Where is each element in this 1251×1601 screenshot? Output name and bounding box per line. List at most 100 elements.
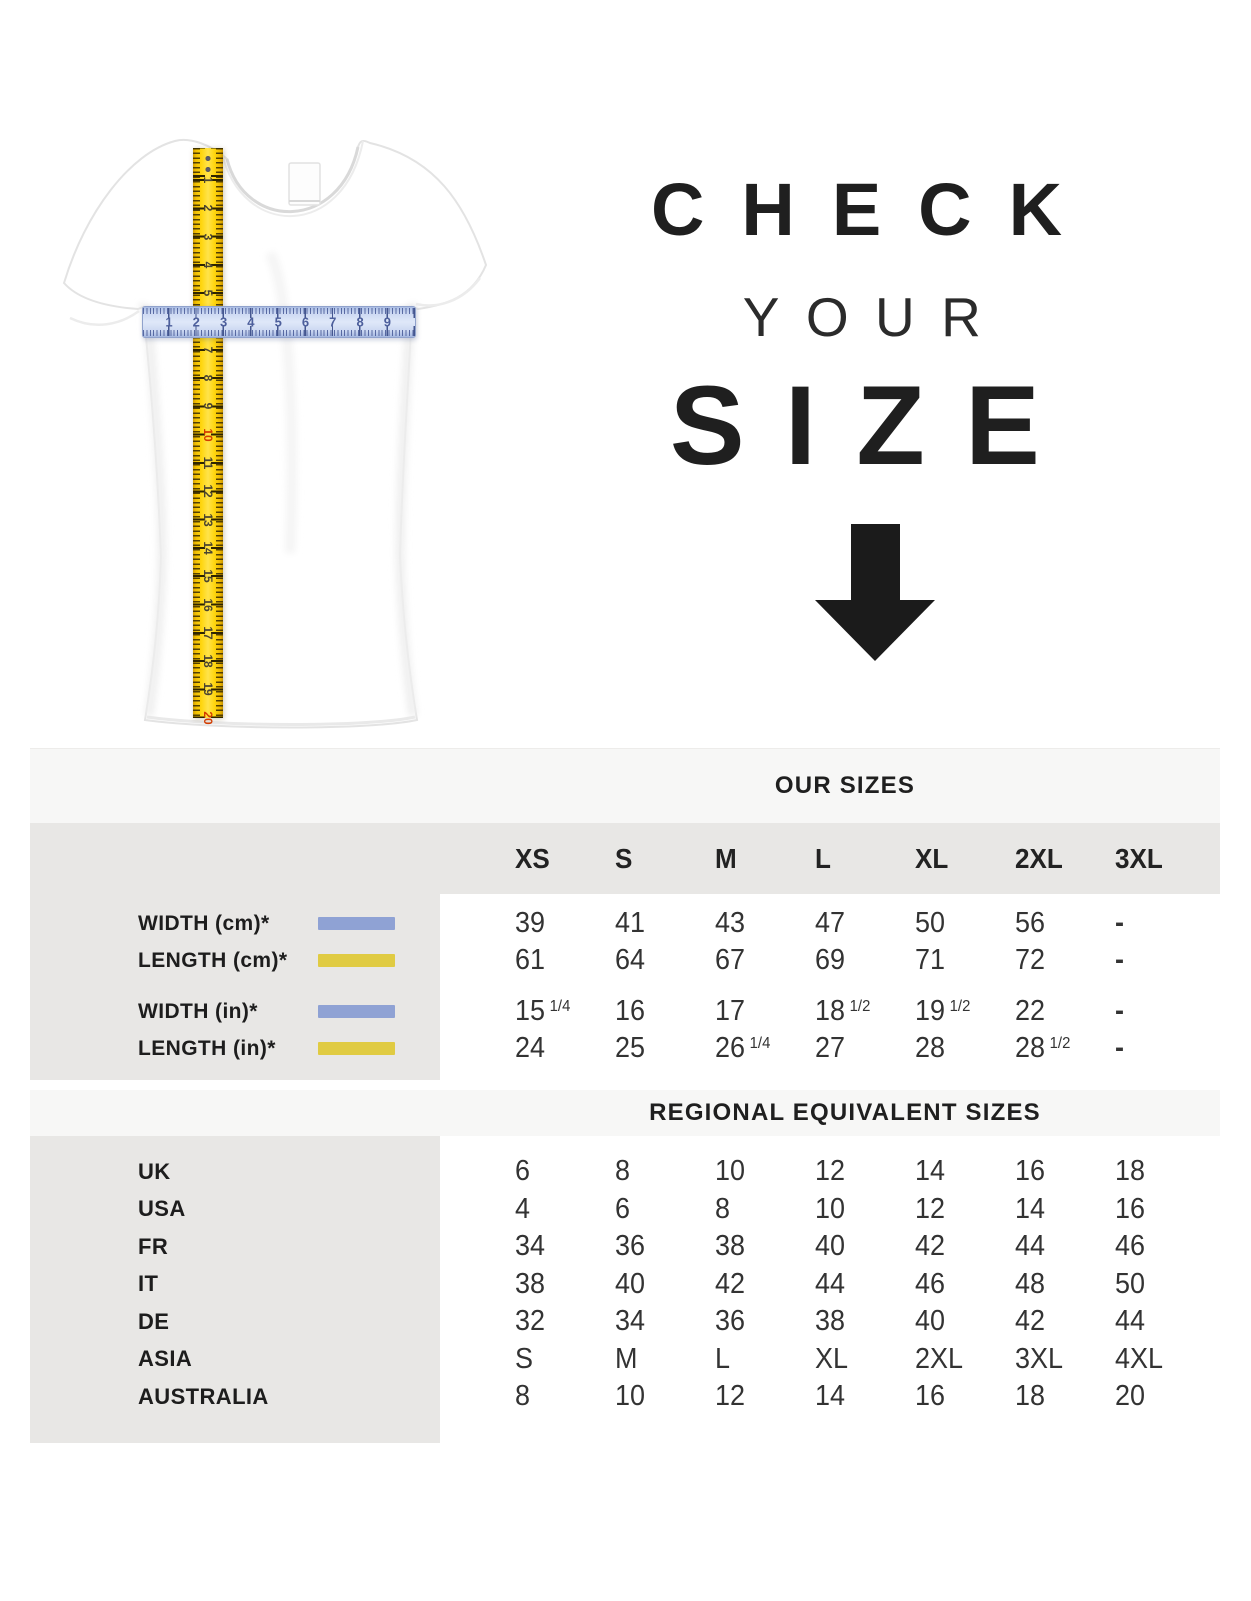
value-main: 44 [815,1267,846,1300]
value-main: 38 [715,1230,746,1263]
swatch-cell [318,954,515,967]
value-text: 17 [715,995,745,1028]
size-value-cell: 18 [1015,1380,1115,1413]
value-text: 44 [1015,1230,1045,1263]
tape-number: 5 [201,289,215,297]
vertical-measuring-tape: 1234567891011121314151617181920 [193,148,223,724]
tape-number: 15 [201,569,215,583]
value-main: 26 [715,1032,746,1064]
value-main: 16 [915,1380,946,1413]
size-value-cell: 40 [915,1305,1015,1338]
size-value-cell: 4 [515,1193,615,1226]
regional-row: UK 6 8 10 12 14 16 18 [30,1153,1220,1191]
value-text: M [615,1343,637,1376]
size-value-cell: 46 [1115,1230,1220,1263]
regional-row: FR 34 36 38 40 42 44 46 [30,1228,1220,1266]
regional-row: DE 32 34 36 38 40 42 44 [30,1303,1220,1341]
tape-unit-ticks [143,308,415,318]
size-value-cell: 42 [1015,1305,1115,1338]
size-value-cell: 20 [1115,1380,1220,1413]
value-main: 14 [815,1380,846,1413]
value-text: 46 [915,1268,945,1301]
value-text: 12 [915,1193,945,1226]
size-value-cell: 2XL [915,1343,1015,1376]
size-value-cell: 8 [615,1155,715,1188]
regional-row-label: DE [138,1308,170,1334]
size-value-cell: 44 [815,1268,915,1301]
swatch-cell [318,917,515,930]
value-text: 8 [715,1193,730,1226]
size-value-cell: L [715,1343,815,1376]
value-main: 10 [715,1155,746,1188]
measurement-row-label: LENGTH (cm)* [138,948,288,972]
value-fraction: 1/4 [549,998,571,1015]
value-text: 46 [1115,1230,1145,1263]
value-text: 71 [915,944,945,977]
value-main: 16 [1115,1192,1146,1225]
value-main: 47 [815,907,846,939]
value-text: 12 [715,1380,745,1413]
size-value-cell: 28 1/2 [1015,1032,1115,1065]
measurement-row-label: WIDTH (cm)* [138,911,270,935]
tape-number: 20 [201,711,215,725]
tape-unit-ticks [211,148,223,718]
tape-number: 6 [301,314,310,330]
size-value-cell: 17 [715,995,815,1028]
tape-number: 8 [356,314,364,330]
size-value-cell: 10 [815,1193,915,1226]
value-main: 72 [1015,944,1046,976]
value-text: 4 [515,1193,530,1226]
value-text: - [1115,907,1124,939]
value-text: 16 [1015,1155,1045,1188]
value-main: 67 [715,944,746,976]
size-value-cell: 34 [515,1230,615,1263]
size-value-cell: 36 [615,1230,715,1263]
tshirt-body [62,139,488,729]
size-value-cell: 71 [915,944,1015,977]
value-text: 14 [1015,1193,1045,1226]
size-value-cell: 6 [515,1155,615,1188]
tape-number: 4 [247,314,255,330]
value-main: XL [815,1342,849,1375]
value-main: 38 [515,1267,546,1300]
size-value-cell: 34 [615,1305,715,1338]
value-text: 42 [1015,1305,1045,1338]
tape-number: 17 [201,626,215,640]
size-value-cell: 14 [915,1155,1015,1188]
value-main: 12 [715,1380,746,1413]
size-value-cell: 14 [815,1380,915,1413]
size-column-label: S [615,842,633,874]
regional-row-label: UK [138,1158,171,1184]
value-text: 18 1/2 [815,995,870,1028]
value-main: 64 [615,944,646,976]
size-value-cell: 69 [815,944,915,977]
regional-sizes-heading: REGIONAL EQUIVALENT SIZES [649,1099,1041,1126]
size-value-cell: 43 [715,907,815,940]
size-value-cell: 26 1/4 [715,1032,815,1065]
size-value-cell: 40 [815,1230,915,1263]
tshirt-image [40,133,500,733]
size-value-cell: 67 [715,944,815,977]
value-text: 34 [515,1230,545,1263]
value-main: 8 [515,1380,531,1413]
value-main: 16 [615,995,646,1027]
measurement-row-label: WIDTH (in)* [138,999,258,1023]
regional-sizes-band: REGIONAL EQUIVALENT SIZES [30,1090,1220,1136]
value-text: 42 [915,1230,945,1263]
tape-number: 10 [201,428,215,442]
size-column-header: 2XL [1015,843,1115,875]
sleeve-hem-left [69,309,140,326]
value-fraction: 1/2 [849,998,871,1015]
value-text: 56 [1015,907,1045,940]
size-value-cell: M [615,1343,715,1376]
tape-number: 7 [201,346,215,354]
size-value-cell: 48 [1015,1268,1115,1301]
value-main: 32 [515,1305,546,1338]
tape-number: 19 [201,682,215,697]
tape-number: 2 [192,314,200,330]
value-text: 41 [615,907,645,940]
size-value-cell: 28 [915,1032,1015,1065]
tape-number: 5 [274,314,282,330]
value-text: 40 [915,1305,945,1338]
tape-number: 1 [201,176,215,184]
